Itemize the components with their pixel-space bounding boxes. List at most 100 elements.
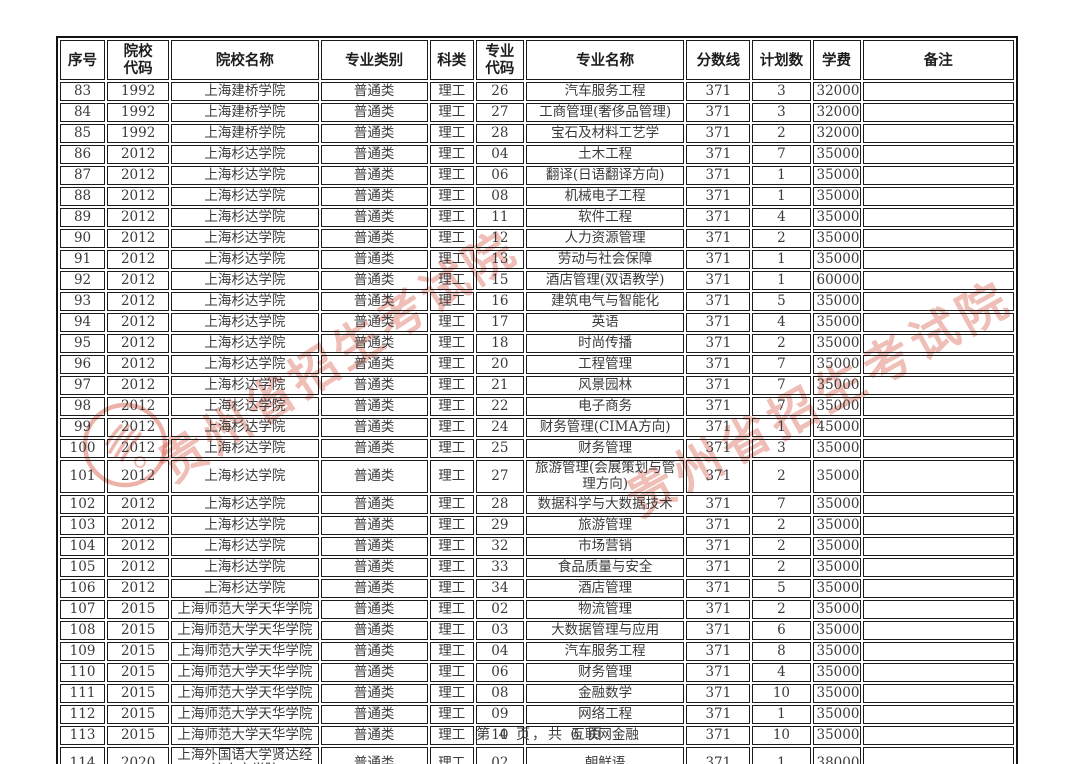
cell-remark [862,641,1014,661]
table-row: 90 2012 上海杉达学院 普通类 理工 12 人力资源管理 371 2 35… [60,229,1014,249]
cell-major-code: 18 [475,334,524,354]
col-header-seq: 序号 [60,40,106,81]
col-header-subject-type: 科类 [429,40,474,81]
cell-score-line: 371 [686,166,751,186]
table-row: 83 1992 上海建桥学院 普通类 理工 26 汽车服务工程 371 3 32… [60,82,1014,102]
cell-subject-type: 理工 [429,683,474,703]
cell-college-name: 上海杉达学院 [171,494,319,514]
cell-college-code: 2012 [107,515,170,535]
cell-major-code: 04 [475,145,524,165]
col-header-college-name: 院校名称 [171,40,319,81]
cell-college-name: 上海杉达学院 [171,229,319,249]
cell-tuition: 35000 [812,229,861,249]
table-row: 103 2012 上海杉达学院 普通类 理工 29 旅游管理 371 2 350… [60,515,1014,535]
cell-score-line: 371 [686,704,751,724]
cell-remark [862,376,1014,396]
cell-seq: 109 [60,641,106,661]
cell-major-code: 24 [475,418,524,438]
cell-major-category: 普通类 [320,103,428,123]
cell-subject-type: 理工 [429,124,474,144]
cell-major-category: 普通类 [320,725,428,745]
cell-seq: 99 [60,418,106,438]
cell-major-code: 13 [475,250,524,270]
cell-college-name: 上海杉达学院 [171,536,319,556]
cell-major-code: 25 [475,439,524,459]
cell-subject-type: 理工 [429,313,474,333]
cell-subject-type: 理工 [429,355,474,375]
table-row: 98 2012 上海杉达学院 普通类 理工 22 电子商务 371 7 3500… [60,397,1014,417]
cell-tuition: 35000 [812,376,861,396]
cell-seq: 104 [60,536,106,556]
col-header-remark: 备注 [862,40,1014,81]
table-row: 97 2012 上海杉达学院 普通类 理工 21 风景园林 371 7 3500… [60,376,1014,396]
cell-remark [862,620,1014,640]
table-row: 89 2012 上海杉达学院 普通类 理工 11 软件工程 371 4 3500… [60,208,1014,228]
cell-major-code: 12 [475,229,524,249]
cell-remark [862,355,1014,375]
cell-major-code: 32 [475,536,524,556]
cell-subject-type: 理工 [429,82,474,102]
cell-remark [862,536,1014,556]
cell-college-name: 上海建桥学院 [171,103,319,123]
cell-subject-type: 理工 [429,620,474,640]
cell-score-line: 371 [686,103,751,123]
cell-college-code: 2012 [107,166,170,186]
cell-major-category: 普通类 [320,82,428,102]
cell-subject-type: 理工 [429,334,474,354]
cell-tuition: 45000 [812,418,861,438]
cell-score-line: 371 [686,313,751,333]
cell-score-line: 371 [686,599,751,619]
table-row: 101 2012 上海杉达学院 普通类 理工 27 旅游管理(会展策划与管理方向… [60,460,1014,493]
cell-plan-count: 4 [752,662,811,682]
cell-major-name: 土木工程 [525,145,685,165]
table-row: 109 2015 上海师范大学天华学院 普通类 理工 04 汽车服务工程 371… [60,641,1014,661]
cell-plan-count: 1 [752,187,811,207]
cell-subject-type: 理工 [429,208,474,228]
cell-tuition: 35000 [812,292,861,312]
cell-major-category: 普通类 [320,557,428,577]
cell-score-line: 371 [686,82,751,102]
cell-major-category: 普通类 [320,494,428,514]
cell-tuition: 35000 [812,334,861,354]
cell-plan-count: 7 [752,355,811,375]
cell-seq: 103 [60,515,106,535]
cell-seq: 112 [60,704,106,724]
cell-tuition: 35000 [812,397,861,417]
cell-seq: 98 [60,397,106,417]
table-row: 95 2012 上海杉达学院 普通类 理工 18 时尚传播 371 2 3500… [60,334,1014,354]
cell-remark [862,145,1014,165]
cell-major-code: 27 [475,460,524,493]
cell-remark [862,187,1014,207]
cell-major-name: 朝鲜语 [525,746,685,764]
cell-major-name: 翻译(日语翻译方向) [525,166,685,186]
cell-tuition: 35000 [812,620,861,640]
cell-college-code: 2015 [107,725,170,745]
cell-college-code: 2012 [107,292,170,312]
cell-score-line: 371 [686,683,751,703]
table-row: 84 1992 上海建桥学院 普通类 理工 27 工商管理(奢侈品管理) 371… [60,103,1014,123]
cell-college-name: 上海杉达学院 [171,439,319,459]
cell-tuition: 35000 [812,641,861,661]
cell-major-name: 汽车服务工程 [525,82,685,102]
cell-plan-count: 4 [752,208,811,228]
cell-subject-type: 理工 [429,250,474,270]
table-row: 100 2012 上海杉达学院 普通类 理工 25 财务管理 371 3 350… [60,439,1014,459]
table-row: 105 2012 上海杉达学院 普通类 理工 33 食品质量与安全 371 2 … [60,557,1014,577]
cell-college-code: 2012 [107,313,170,333]
cell-college-code: 2012 [107,334,170,354]
cell-seq: 90 [60,229,106,249]
cell-subject-type: 理工 [429,397,474,417]
cell-major-code: 04 [475,641,524,661]
cell-subject-type: 理工 [429,439,474,459]
cell-college-name: 上海杉达学院 [171,397,319,417]
cell-college-code: 2015 [107,704,170,724]
cell-score-line: 371 [686,334,751,354]
cell-score-line: 371 [686,229,751,249]
cell-major-category: 普通类 [320,229,428,249]
cell-remark [862,418,1014,438]
cell-major-name: 英语 [525,313,685,333]
cell-major-category: 普通类 [320,313,428,333]
cell-major-name: 电子商务 [525,397,685,417]
cell-plan-count: 5 [752,578,811,598]
cell-major-category: 普通类 [320,334,428,354]
